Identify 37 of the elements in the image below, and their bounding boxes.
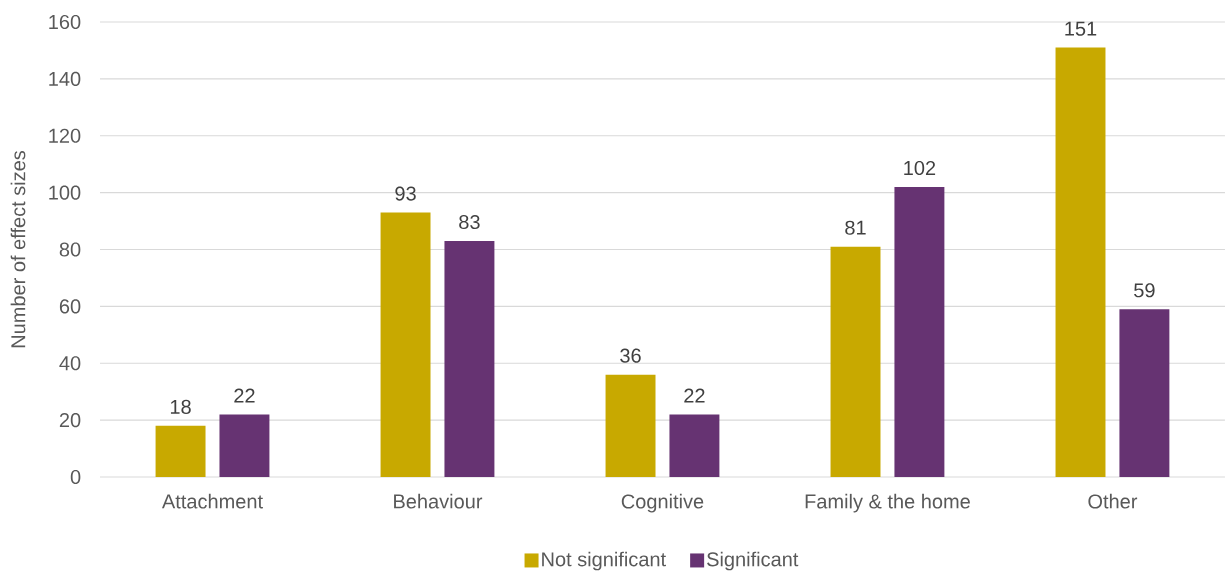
data-label: 102 <box>904 160 936 176</box>
x-tick-label: Attachment <box>161 493 263 509</box>
bar <box>219 414 270 477</box>
data-label: 22 <box>234 388 255 403</box>
bar <box>830 246 881 477</box>
data-label: 83 <box>459 214 480 230</box>
data-label: 59 <box>1134 283 1155 298</box>
data-label: 36 <box>620 348 641 363</box>
bar <box>1119 309 1170 477</box>
data-label: 151 <box>1065 21 1097 36</box>
y-tick-label: 140 <box>49 71 81 86</box>
y-tick-label: 100 <box>49 185 81 200</box>
bar <box>605 374 656 477</box>
x-tick-label: Other <box>1088 493 1138 509</box>
y-tick-label: 0 <box>70 469 81 485</box>
data-label: 18 <box>170 399 191 414</box>
y-tick-label: 120 <box>49 128 81 143</box>
y-tick-label: 40 <box>59 356 81 371</box>
y-tick-label: 60 <box>59 299 81 314</box>
x-tick-label: Cognitive <box>621 493 704 513</box>
bar <box>1055 47 1106 477</box>
bar <box>894 186 945 477</box>
x-tick-label: Family & the home <box>805 493 970 513</box>
y-tick-label: 80 <box>59 242 81 257</box>
data-label: 93 <box>395 186 416 201</box>
bar <box>444 240 495 477</box>
bar <box>155 425 206 477</box>
x-tick-label: Behaviour <box>394 493 483 509</box>
legend-label: Not significant <box>542 551 666 571</box>
legend-label: Significant <box>707 551 799 571</box>
y-tick-label: 160 <box>49 14 81 30</box>
bar <box>380 212 431 477</box>
data-label: 81 <box>845 220 866 235</box>
y-axis-title: Number of effect sizes <box>10 150 26 348</box>
y-tick-label: 20 <box>59 413 81 428</box>
bar <box>669 414 720 477</box>
data-label: 22 <box>684 388 705 403</box>
